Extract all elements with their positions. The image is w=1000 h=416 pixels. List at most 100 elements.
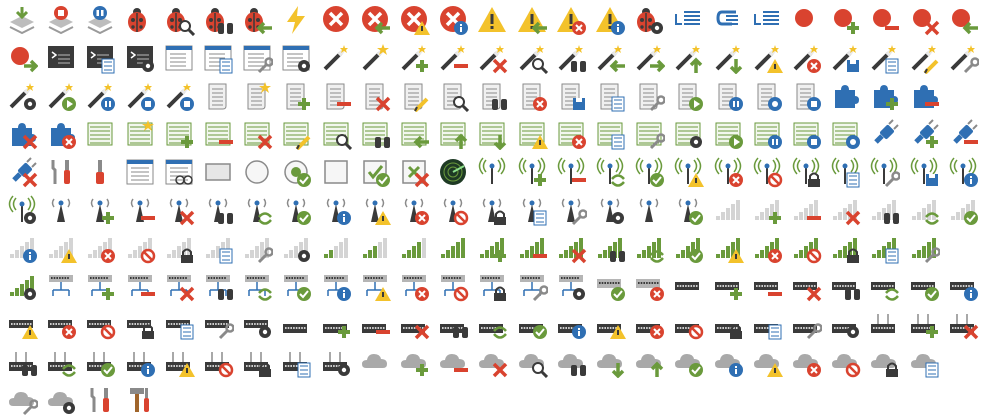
cloud-info-icon	[712, 346, 744, 378]
router-refresh-icon	[868, 270, 900, 302]
router-blocked-icon	[84, 308, 116, 340]
puzzle-error-icon	[45, 118, 77, 150]
network-icon	[45, 270, 77, 302]
radio-checked-icon	[280, 156, 312, 188]
checkbox-cross-icon	[398, 156, 430, 188]
console-window-icon	[45, 42, 77, 74]
checkbox-empty-icon	[320, 156, 352, 188]
signal-blocked-icon	[124, 232, 156, 264]
table-star-icon	[124, 118, 156, 150]
magic-wand-star-icon	[359, 42, 391, 74]
network-warning-icon	[359, 270, 391, 302]
hub-binoculars-icon	[437, 308, 469, 340]
plug-remove-icon	[947, 118, 979, 150]
window-form-icon	[124, 156, 156, 188]
hub-antenna-refresh-icon	[45, 346, 77, 378]
magic-wand-down-icon	[712, 42, 744, 74]
script-remove-icon	[320, 80, 352, 112]
table-list-icon	[594, 118, 626, 150]
magic-wand-gear-icon	[6, 80, 38, 112]
tower-refresh-icon	[241, 194, 273, 226]
table-remove-icon	[202, 118, 234, 150]
tower-lock-icon	[476, 194, 508, 226]
hub-refresh-icon	[476, 308, 508, 340]
signal-full-lock-icon	[829, 232, 861, 264]
record-export-icon	[6, 42, 38, 74]
network-wrench-icon	[516, 270, 548, 302]
record-delete-icon	[908, 4, 940, 36]
cloud-list-icon	[908, 346, 940, 378]
magic-wand-error-icon	[790, 42, 822, 74]
hub-check-icon	[516, 308, 548, 340]
cloud-remove-icon	[437, 346, 469, 378]
script-stop-icon	[790, 80, 822, 112]
ladybug-search-icon	[163, 4, 195, 36]
return-icon	[712, 4, 744, 36]
network-gear-icon	[555, 270, 587, 302]
screwdriver-icon	[84, 156, 116, 188]
magic-wand-back-icon	[594, 42, 626, 74]
router-delete-icon	[790, 270, 822, 302]
cloud-binoculars-icon	[555, 346, 587, 378]
router-icon	[672, 270, 704, 302]
stop-stack-icon	[45, 4, 77, 36]
signal-full-check-icon	[672, 232, 704, 264]
signal-full-binoculars-icon	[594, 232, 626, 264]
table-stop-icon	[790, 118, 822, 150]
signal-info-icon	[6, 232, 38, 264]
network-add-icon	[84, 270, 116, 302]
signal-refresh-icon	[908, 194, 940, 226]
error-back-icon	[359, 4, 391, 36]
script-search-icon	[437, 80, 470, 112]
script-pause-icon	[712, 80, 744, 112]
hub-warning-icon	[594, 308, 626, 340]
router-gear-icon	[241, 308, 273, 340]
hub-antenna-icon	[868, 308, 900, 340]
error-warning-icon	[398, 4, 430, 36]
script-play-icon	[672, 80, 704, 112]
network-binoculars-icon	[202, 270, 234, 302]
table-edit-icon	[280, 118, 312, 150]
magic-wand-delete-icon	[476, 42, 508, 74]
hub-info-icon	[555, 308, 587, 340]
cloud-lock-icon	[868, 346, 900, 378]
antenna-icon	[476, 156, 508, 188]
router-wrench-icon	[202, 308, 234, 340]
checkbox-checked-icon	[359, 156, 391, 188]
script-binoculars-icon	[476, 80, 508, 112]
warning-back-icon	[516, 4, 548, 36]
magic-wand-icon	[320, 42, 352, 74]
warning-error-icon	[555, 4, 587, 36]
antenna-save-icon	[908, 156, 940, 188]
table-gear-icon	[672, 118, 704, 150]
signal-full-refresh-icon	[633, 232, 665, 264]
window-gear-icon	[280, 42, 312, 74]
cloud-icon	[359, 346, 391, 378]
magic-wand-add-icon	[398, 42, 430, 74]
hub-antenna-blocked-icon	[202, 346, 234, 378]
ladybug-icon	[124, 4, 156, 36]
table-play-icon	[712, 118, 744, 150]
signal-gear-icon	[280, 232, 312, 264]
plug-delete-icon	[6, 156, 38, 188]
tower-plain-icon	[633, 194, 665, 226]
signal-full-warning-icon	[712, 232, 744, 264]
antenna-add-icon	[516, 156, 548, 188]
tools-icon	[45, 156, 77, 188]
magic-wand-search-icon	[516, 42, 548, 74]
cloud-gear-icon	[45, 384, 77, 416]
signal-full-gear-icon	[6, 270, 38, 302]
cloud-add-icon	[398, 346, 430, 378]
magic-wand-wrench-icon	[947, 42, 979, 74]
hub-antenna-warning-icon	[163, 346, 195, 378]
signal-full-list-icon	[868, 232, 900, 264]
signal-full-remove-icon	[516, 232, 548, 264]
signal-full-blocked-icon	[790, 232, 822, 264]
script-delete-icon	[359, 80, 391, 112]
script-save-icon	[555, 80, 587, 112]
script-list-icon	[594, 80, 626, 112]
signal-lock-icon	[163, 232, 195, 264]
table-warning-icon	[516, 118, 548, 150]
plug-icon	[868, 118, 900, 150]
hub-antenna-gear-icon	[320, 346, 352, 378]
